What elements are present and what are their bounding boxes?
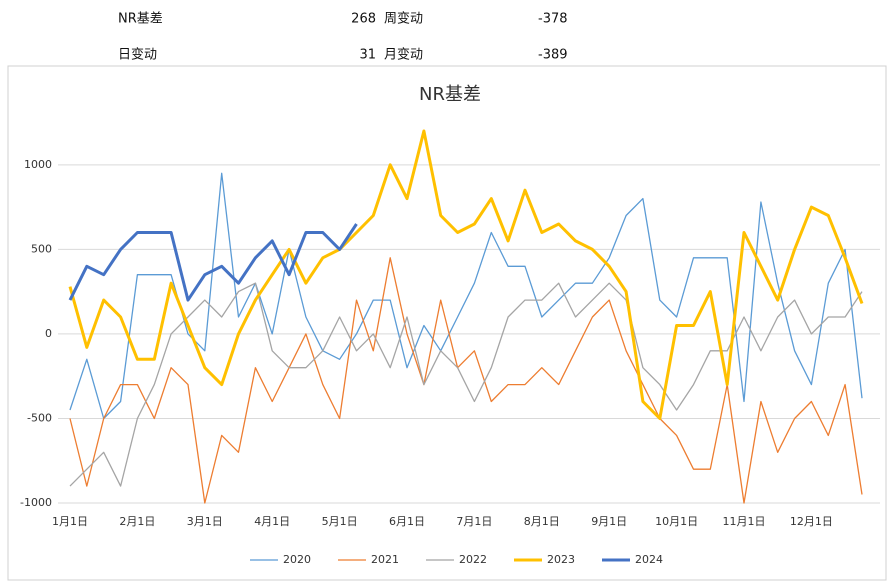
series-line xyxy=(68,129,864,420)
legend-label: 2021 xyxy=(371,553,399,566)
y-tick-label: -500 xyxy=(27,411,52,424)
x-tick-label: 1月1日 xyxy=(52,515,88,528)
y-tick-label: -1000 xyxy=(20,496,52,509)
series-line xyxy=(69,282,863,487)
legend-label: 2022 xyxy=(459,553,487,566)
y-tick-label: 1000 xyxy=(24,158,52,171)
header-cell: 268 xyxy=(351,12,376,27)
series-line xyxy=(68,223,358,302)
series-line xyxy=(69,172,863,420)
x-tick-label: 12月1日 xyxy=(790,515,833,528)
legend-label: 2020 xyxy=(283,553,311,566)
x-tick-label: 10月1日 xyxy=(655,515,698,528)
header-cell: 月变动 xyxy=(384,47,423,63)
x-tick-label: 7月1日 xyxy=(456,515,492,528)
header-cell: 周变动 xyxy=(384,11,423,27)
y-tick-label: 0 xyxy=(45,327,52,340)
y-tick-label: 500 xyxy=(31,242,52,255)
header-cell: -389 xyxy=(538,48,568,63)
x-tick-label: 2月1日 xyxy=(119,515,155,528)
header-cell: -378 xyxy=(538,12,568,27)
legend-label: 2024 xyxy=(635,553,663,566)
header-cell: NR基差 xyxy=(118,12,163,27)
x-tick-label: 6月1日 xyxy=(389,515,425,528)
legend-label: 2023 xyxy=(547,553,575,566)
x-tick-label: 11月1日 xyxy=(723,515,766,528)
header-cell: 31 xyxy=(359,48,376,63)
x-tick-label: 3月1日 xyxy=(187,515,223,528)
chart-title: NR基差 xyxy=(419,84,481,105)
x-tick-label: 9月1日 xyxy=(591,515,627,528)
x-tick-label: 8月1日 xyxy=(524,515,560,528)
x-tick-label: 4月1日 xyxy=(254,515,290,528)
series-line xyxy=(69,257,863,504)
header-cell: 日变动 xyxy=(118,47,157,63)
x-tick-label: 5月1日 xyxy=(322,515,358,528)
